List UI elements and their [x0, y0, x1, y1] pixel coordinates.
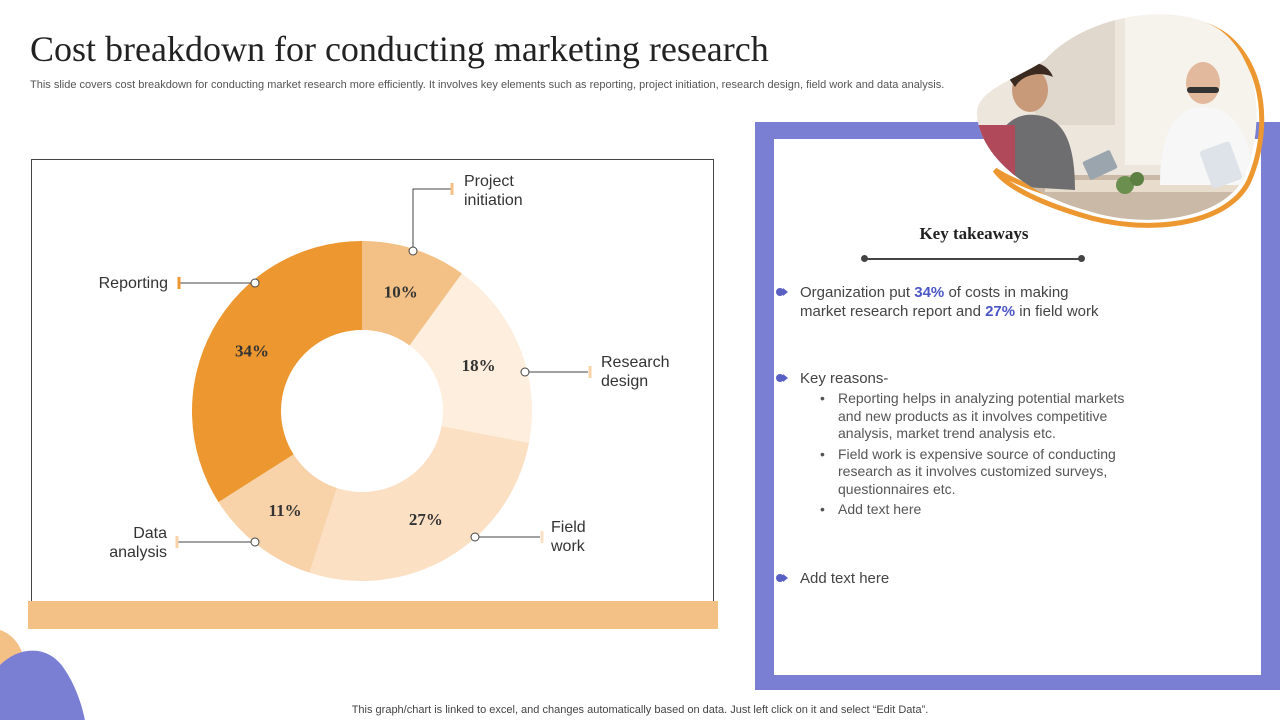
takeaway-point-1: Organization put 34% of costs in making …: [800, 283, 1160, 321]
slice-value-label: 18%: [462, 356, 496, 375]
footer-note: This graph/chart is linked to excel, and…: [351, 704, 929, 716]
leader-dot: [470, 532, 480, 542]
donut-slice-research-design[interactable]: [409, 273, 532, 443]
point1-text-d: in field work: [1015, 303, 1099, 320]
donut-slice-data-analysis[interactable]: [218, 454, 337, 573]
leader-tick: [175, 536, 179, 548]
point1-highlight-27: 27%: [985, 303, 1016, 320]
leader-dot: [250, 537, 260, 547]
bullet-arrow-icon: [776, 574, 788, 582]
donut-chart[interactable]: 10% Project initiation 18% Research design 27%…: [0, 0, 760, 640]
slice-value-label: 34%: [235, 342, 269, 361]
takeaway-point-3: Add text here: [800, 570, 890, 587]
divider-dot-right: [1078, 255, 1085, 262]
leader-dot: [520, 367, 530, 377]
bullet-arrow-icon: [776, 374, 788, 382]
takeaway-point-2: Key reasons-: [800, 370, 889, 387]
leader-dot: [408, 246, 418, 256]
category-label: Data analysis: [109, 525, 167, 561]
chart-base-bar: [28, 601, 718, 629]
slice-value-label: 11%: [269, 501, 302, 520]
leader-tick: [588, 366, 592, 378]
category-label: Research design: [601, 354, 669, 390]
leader-tick: [450, 183, 454, 195]
leader-dot: [250, 278, 260, 288]
point1-text-b: of costs in making: [944, 284, 1069, 301]
page-subtitle: This slide covers cost breakdown for con…: [30, 79, 945, 91]
point1-text-a: Organization put: [800, 284, 915, 301]
category-label: Project initiation: [464, 173, 523, 209]
reason-item: Field work is expensive source of conduc…: [818, 446, 1148, 499]
donut-slice-reporting[interactable]: [192, 241, 362, 503]
slice-value-label: 27%: [409, 510, 443, 529]
reason-item: Reporting helps in analyzing potential m…: [818, 390, 1148, 443]
leader-line: [412, 188, 452, 251]
leader-tick: [540, 531, 544, 543]
divider-dot-left: [861, 255, 868, 262]
leader-tick: [177, 277, 181, 289]
point1-text-c: market research report and: [800, 303, 986, 320]
reasons-list: Reporting helps in analyzing potential m…: [818, 390, 1148, 522]
category-label: Field work: [550, 519, 586, 555]
donut-slice-project-initiation[interactable]: [362, 241, 462, 346]
category-label: Reporting: [99, 275, 168, 292]
donut-slice-field-work[interactable]: [309, 426, 529, 581]
slice-value-label: 10%: [384, 283, 418, 302]
heading-divider: [864, 258, 1082, 260]
meeting-photo: [976, 14, 1265, 228]
corner-decoration: [0, 630, 85, 720]
takeaways-heading: Key takeaways: [919, 224, 1029, 243]
reason-item: Add text here: [818, 501, 1148, 519]
page-title: Cost breakdown for conducting marketing …: [30, 29, 769, 69]
point1-highlight-34: 34%: [914, 284, 945, 301]
bullet-arrow-icon: [776, 288, 788, 296]
